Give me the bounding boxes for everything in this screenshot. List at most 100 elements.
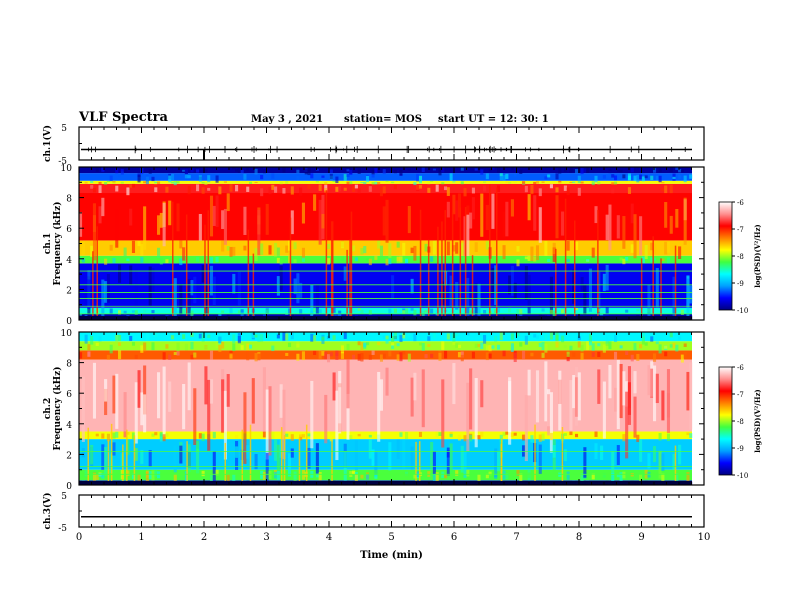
sferic-impulse	[674, 245, 677, 317]
spectral-streak	[541, 433, 545, 441]
spectral-streak	[179, 445, 183, 464]
spectral-streak	[301, 247, 305, 259]
spectral-streak	[377, 341, 381, 346]
spectral-streak	[151, 267, 155, 294]
spectral-streak	[446, 187, 450, 196]
spectral-streak	[379, 354, 384, 362]
spectral-streak	[321, 175, 325, 178]
spectral-streak	[385, 199, 389, 243]
spectral-streak	[678, 246, 682, 260]
spectral-streak	[613, 181, 618, 185]
spectral-streak	[449, 433, 453, 438]
spectral-streak	[641, 256, 645, 264]
spectral-streak	[499, 332, 503, 341]
spectral-streak	[527, 255, 531, 261]
spectral-streak	[140, 449, 144, 464]
sferic-impulse	[489, 184, 491, 317]
spectral-streak	[619, 345, 623, 349]
spectral-streak	[393, 169, 397, 174]
spectral-streak	[118, 264, 122, 283]
spectral-streak	[184, 169, 188, 175]
spectral-streak	[162, 434, 166, 442]
spectral-streak	[444, 474, 448, 479]
spectral-streak	[385, 367, 389, 396]
spectral-streak	[79, 310, 83, 316]
spectral-streak	[176, 351, 180, 356]
spectral-streak	[235, 435, 239, 439]
spectral-streak	[198, 175, 202, 182]
spectral-streak	[413, 372, 417, 401]
spectral-streak	[276, 470, 280, 481]
spectral-streak	[574, 169, 579, 174]
sferic-impulse	[110, 423, 113, 482]
spectral-streak	[374, 181, 378, 185]
spectral-streak	[405, 471, 409, 476]
spectral-streak	[541, 352, 545, 358]
spectral-streak	[112, 257, 116, 264]
spectral-streak	[502, 211, 506, 238]
spectral-streak	[535, 181, 540, 184]
spectral-streak	[421, 256, 425, 260]
spectral-streak	[611, 451, 615, 476]
spectral-streak	[616, 473, 620, 478]
sferic-impulse	[207, 210, 210, 317]
spectral-streak	[510, 432, 514, 438]
spectral-streak	[123, 310, 127, 315]
spectral-streak	[658, 344, 662, 354]
colorbar	[718, 366, 733, 476]
spectral-streak	[196, 440, 200, 451]
spectral-streak	[577, 175, 581, 182]
spectral-streak	[290, 448, 294, 458]
spectral-streak	[644, 244, 648, 260]
spectral-streak	[480, 342, 484, 349]
spectral-streak	[232, 167, 236, 170]
spectral-streak	[251, 378, 255, 424]
spectral-streak	[633, 393, 637, 438]
spectral-streak	[162, 352, 166, 360]
spectral-streak	[338, 387, 342, 424]
spectral-streak	[686, 432, 690, 436]
spectral-streak	[377, 240, 381, 249]
spectral-streak	[510, 199, 514, 217]
spectral-streak	[349, 169, 353, 176]
spectral-streak	[371, 170, 375, 175]
sferic-impulse	[427, 239, 430, 317]
spectral-streak	[583, 447, 587, 478]
spectral-streak	[391, 335, 395, 344]
spectral-streak	[118, 174, 122, 177]
ch3-voltage-panel: 5 -5 0 1 2 3 4 5 6 7 8 9 10 ch.3(V)	[42, 492, 710, 543]
spectral-streak	[569, 167, 573, 173]
spectral-streak	[109, 244, 113, 251]
spectral-streak	[310, 173, 314, 179]
spectral-streak	[485, 352, 489, 361]
spectral-streak	[538, 434, 542, 442]
spectral-streak	[81, 258, 85, 263]
spectral-streak	[510, 167, 514, 170]
spectral-streak	[368, 354, 372, 360]
spectral-streak	[343, 451, 347, 481]
spectral-streak	[641, 333, 645, 341]
spectral-streak	[399, 432, 403, 437]
spectral-streak	[680, 354, 684, 363]
spectral-streak	[385, 258, 389, 266]
spectral-streak	[129, 184, 133, 188]
spectral-streak	[544, 176, 548, 180]
spectral-streak	[246, 167, 250, 171]
spectral-streak	[151, 433, 155, 437]
spectral-streak	[340, 345, 345, 354]
spectral-streak	[374, 452, 378, 477]
spectral-streak	[549, 432, 553, 441]
spectral-streak	[413, 333, 417, 342]
spectral-streak	[87, 351, 91, 357]
spectral-streak	[109, 344, 113, 354]
spectral-streak	[616, 169, 620, 172]
spectral-streak	[179, 284, 183, 320]
spectral-streak	[106, 433, 110, 442]
spectral-streak	[488, 471, 492, 476]
spectral-streak	[204, 182, 208, 185]
spectral-streak	[457, 344, 462, 349]
spectral-streak	[246, 445, 250, 459]
spectral-streak	[471, 351, 475, 359]
spectral-streak	[90, 444, 94, 465]
